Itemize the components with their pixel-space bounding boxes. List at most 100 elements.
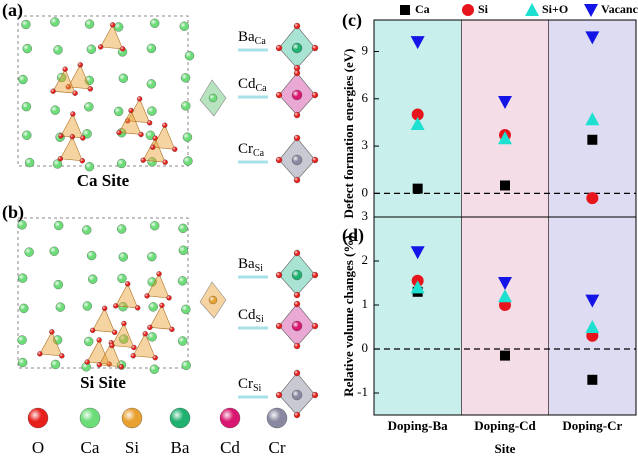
atom-shine (50, 359, 60, 369)
tetrahedron (149, 304, 173, 330)
atom-shine (84, 336, 94, 346)
atom-shine (294, 70, 300, 76)
atom-shine (150, 221, 160, 231)
tetrahedron (152, 124, 176, 150)
atom-shine (148, 302, 158, 312)
atom-shine (50, 17, 60, 27)
atom-shine (125, 281, 131, 287)
atom-shine (72, 90, 78, 96)
point (587, 374, 598, 385)
atom-shine (142, 331, 148, 337)
atom-shine (79, 158, 85, 164)
atom-shine (147, 277, 157, 287)
atom-shine (54, 221, 64, 231)
atom-shine (84, 359, 90, 365)
atom-shine (17, 335, 27, 345)
atom-shine (150, 144, 156, 150)
atom-shine (84, 102, 94, 112)
cell-box (17, 15, 189, 167)
dopant-element: Cr (238, 376, 253, 392)
y-tick-label: 6 (362, 90, 369, 105)
atom-shine (109, 343, 115, 349)
atom-shine (119, 334, 129, 344)
atom-shine (276, 272, 282, 278)
atom-shine (70, 111, 76, 117)
atom-shine (85, 162, 95, 172)
atom-shine (182, 132, 192, 142)
legend-label: Ca (415, 2, 430, 16)
atom-shine (118, 73, 128, 83)
atom-shine (147, 252, 157, 262)
y-tick-label: 1 (362, 296, 369, 311)
atom-shine (21, 19, 31, 29)
atom-shine (292, 155, 302, 165)
atom-shine (156, 271, 162, 277)
atom-shine (179, 21, 189, 31)
panel-label: (b) (2, 202, 24, 223)
point (585, 294, 600, 308)
x-tick-label: Doping-Cr (562, 418, 622, 433)
site-label: Si Site (80, 373, 126, 392)
tetrahedron (98, 342, 122, 368)
atom-shine (209, 94, 217, 102)
atom-shine (128, 107, 134, 113)
dopant-element: Cr (238, 141, 253, 157)
atom-shine (84, 75, 94, 85)
site-band (461, 217, 549, 415)
atom-shine (21, 102, 31, 112)
legend-label: Si+O (542, 2, 568, 16)
atom-shine (50, 105, 60, 115)
cell-box (17, 217, 189, 369)
atom-shine (152, 355, 158, 361)
dopant-site: Si (255, 263, 264, 274)
atom-shine (28, 408, 48, 428)
atom-shine (276, 92, 282, 98)
atom-shine (118, 252, 128, 262)
atom-shine (62, 66, 68, 72)
atom-shine (159, 302, 165, 308)
atom-shine (181, 101, 191, 111)
atom-legend-label: Cd (220, 438, 240, 457)
point (585, 31, 600, 45)
point (585, 112, 600, 126)
point (587, 134, 598, 145)
atom-shine (87, 251, 97, 261)
y-tick-label: 3 (362, 208, 369, 223)
atom-shine (24, 247, 34, 257)
atom-shine (169, 326, 175, 332)
atom-shine (294, 177, 300, 183)
point (410, 36, 425, 50)
atom-shine (65, 84, 71, 90)
atom-shine (140, 157, 146, 163)
atom-shine (55, 302, 65, 312)
atom-shine (18, 358, 28, 368)
atom-shine (50, 88, 56, 94)
tetrahedron (92, 307, 116, 333)
atom-shine (294, 135, 300, 141)
dopant-site: Ca (255, 36, 267, 47)
atom-shine (121, 321, 127, 327)
tetrahedron (146, 273, 170, 299)
atom-shine (209, 296, 217, 304)
dopant-site: Si (253, 383, 262, 394)
atom-shine (150, 18, 160, 28)
atom-shine (294, 412, 300, 418)
tetrahedron (142, 137, 166, 163)
atom-shine (98, 44, 104, 50)
y-tick-label: 9 (362, 43, 369, 58)
atom-shine (90, 327, 96, 333)
atom-shine (19, 303, 29, 313)
atom-legend-label: Si (125, 438, 139, 457)
atom-shine (183, 156, 193, 166)
atom-shine (147, 106, 157, 116)
atom-shine (292, 321, 302, 331)
point (586, 192, 599, 205)
dopant-label: CdCa (238, 76, 267, 94)
atom-shine (113, 303, 119, 309)
tetrahedron (52, 68, 76, 94)
atom-shine (81, 362, 91, 372)
atom-shine (178, 223, 188, 233)
atom-shine (170, 408, 190, 428)
atom-shine (82, 301, 92, 311)
